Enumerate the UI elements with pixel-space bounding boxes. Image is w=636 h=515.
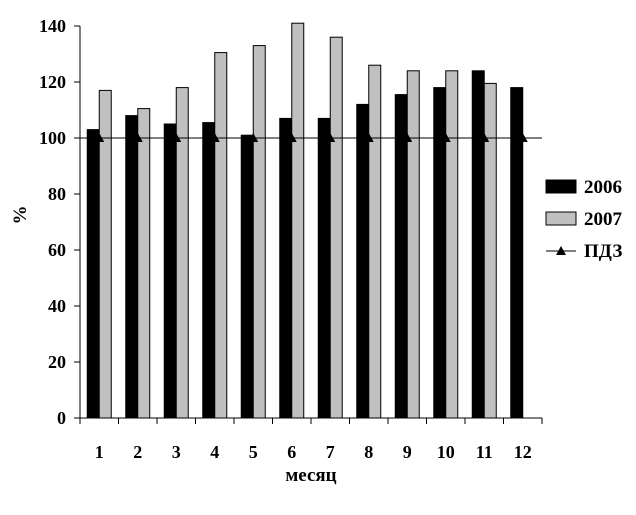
- marker-ПДЗ-8: [363, 133, 374, 142]
- bar-2006-11: [471, 70, 485, 419]
- y-tick-label-60: 60: [48, 240, 66, 260]
- legend-label-2007: 2007: [584, 209, 623, 230]
- marker-ПДЗ-10: [440, 133, 451, 142]
- bar-2006-4: [202, 122, 216, 419]
- marker-ПДЗ-11: [479, 133, 490, 142]
- x-tick-label-11: 11: [476, 442, 493, 462]
- bar-2006-3: [163, 123, 177, 419]
- legend-label-ПДЗ: ПДЗ: [584, 241, 622, 262]
- bar-2006-5: [240, 134, 254, 419]
- bar-2006-1: [86, 129, 100, 419]
- legend: 2006 2007 ПДЗ: [545, 177, 623, 262]
- marker-ПДЗ-12: [517, 133, 528, 142]
- bar-2007-6: [291, 22, 305, 419]
- x-tick-label-7: 7: [326, 442, 335, 462]
- x-tick-label-12: 12: [514, 442, 532, 462]
- plot-area: [80, 22, 542, 419]
- x-tick-label-8: 8: [364, 442, 373, 462]
- x-tick-label-6: 6: [287, 442, 296, 462]
- x-tick-label-4: 4: [210, 442, 219, 462]
- y-tick-label-0: 0: [57, 408, 66, 428]
- y-tick-label-120: 120: [39, 72, 66, 92]
- bar-2006-7: [317, 117, 331, 419]
- marker-ПДЗ-4: [209, 133, 220, 142]
- legend-label-2006: 2006: [584, 177, 622, 198]
- marker-ПДЗ-9: [402, 133, 413, 142]
- bar-2006-2: [125, 115, 139, 419]
- x-axis-label: месяц: [285, 465, 336, 486]
- bar-2007-9: [406, 70, 420, 419]
- marker-ПДЗ-6: [286, 133, 297, 142]
- marker-ПДЗ-1: [94, 133, 105, 142]
- marker-ПДЗ-2: [132, 133, 143, 142]
- x-tick-label-10: 10: [437, 442, 455, 462]
- y-tick-label-140: 140: [39, 16, 66, 36]
- bar-2007-8: [368, 64, 382, 419]
- bar-2007-7: [329, 36, 343, 419]
- bar-2007-5: [252, 45, 266, 419]
- bar-2007-10: [445, 70, 459, 419]
- x-tick-label-5: 5: [249, 442, 258, 462]
- bar-2006-8: [356, 103, 370, 419]
- y-tick-label-40: 40: [48, 296, 66, 316]
- legend-swatch-2006: [545, 179, 577, 194]
- bar-2007-11: [483, 82, 497, 419]
- bar-2007-2: [137, 108, 151, 419]
- bar-2006-9: [394, 94, 408, 419]
- marker-ПДЗ-7: [325, 133, 336, 142]
- marker-ПДЗ-3: [171, 133, 182, 142]
- x-tick-label-9: 9: [403, 442, 412, 462]
- y-tick-label-100: 100: [39, 128, 66, 148]
- x-tick-label-2: 2: [133, 442, 142, 462]
- bar-2006-6: [279, 117, 293, 419]
- y-tick-label-80: 80: [48, 184, 66, 204]
- x-tick-label-1: 1: [95, 442, 104, 462]
- legend-marker-ПДЗ: [556, 246, 566, 255]
- y-axis-label: %: [10, 206, 31, 225]
- marker-ПДЗ-5: [248, 133, 259, 142]
- bar-2007-4: [214, 52, 228, 419]
- x-tick-label-3: 3: [172, 442, 181, 462]
- legend-swatch-2007: [545, 211, 577, 226]
- y-tick-label-20: 20: [48, 352, 66, 372]
